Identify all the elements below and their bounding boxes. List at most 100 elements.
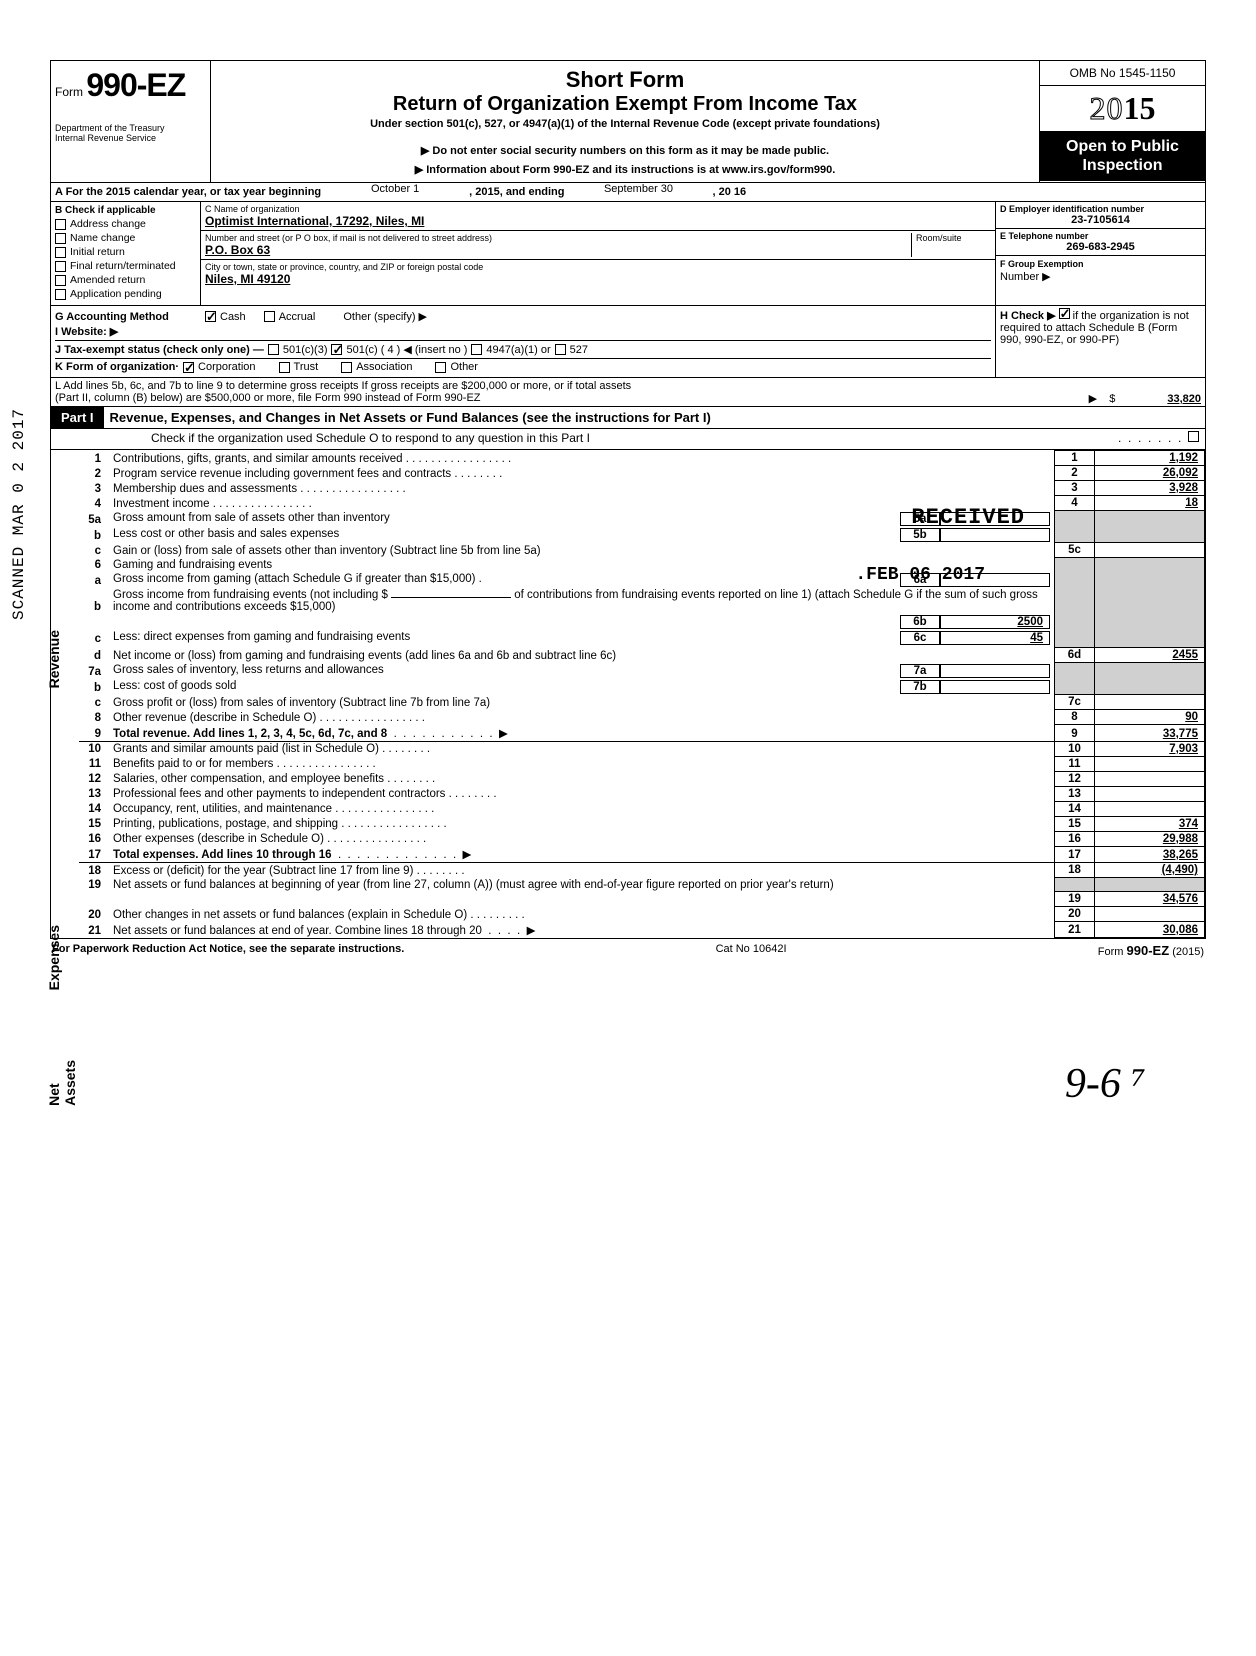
lbl-assoc: Association <box>356 361 412 373</box>
chk-accrual[interactable] <box>264 311 275 322</box>
line-13: 13Professional fees and other payments t… <box>79 786 1205 801</box>
omb-number: OMB No 1545-1150 <box>1040 61 1205 86</box>
l-amount: 33,820 <box>1167 393 1201 405</box>
chk-lbl: Address change <box>70 218 146 230</box>
line-7b: bLess: cost of goods sold7b <box>79 679 1205 695</box>
chk-lbl: Initial return <box>70 246 125 258</box>
date-stamp: .FEB 06 2017 <box>855 565 985 585</box>
line-6: 6Gaming and fundraising events <box>79 558 1205 572</box>
info-grid: B Check if applicable Address change Nam… <box>51 202 1205 306</box>
chk-other-org[interactable] <box>435 362 446 373</box>
chk-address[interactable]: Address change <box>55 218 196 230</box>
a-year: , 20 16 <box>709 183 751 201</box>
chk-lbl: Name change <box>70 232 135 244</box>
form-header: Form 990-EZ Department of the Treasury I… <box>51 61 1205 183</box>
title-return: Return of Organization Exempt From Incom… <box>219 93 1031 116</box>
phone: 269-683-2945 <box>1000 241 1201 253</box>
line-11: 11Benefits paid to or for members11 <box>79 756 1205 771</box>
handwritten-note: 9-6 ⁷ <box>1065 1060 1146 1108</box>
chk-name[interactable]: Name change <box>55 232 196 244</box>
chk-assoc[interactable] <box>341 362 352 373</box>
row-l: L Add lines 5b, 6c, and 7b to line 9 to … <box>51 378 1205 407</box>
chk-cash[interactable] <box>205 311 216 322</box>
k-label: K Form of organization· <box>55 361 179 373</box>
part1-sub-text: Check if the organization used Schedule … <box>151 431 590 445</box>
a-mid: , 2015, and ending <box>465 183 568 201</box>
scanned-stamp: SCANNED MAR 0 2 2017 <box>10 408 28 620</box>
ein: 23-7105614 <box>1000 214 1201 226</box>
line-7c: cGross profit or (loss) from sales of in… <box>79 695 1205 710</box>
chk-initial[interactable]: Initial return <box>55 246 196 258</box>
i-label: I Website: ▶ <box>55 325 118 338</box>
chk-h[interactable] <box>1059 308 1070 319</box>
e-label: E Telephone number <box>1000 231 1201 241</box>
line-20: 20Other changes in net assets or fund ba… <box>79 907 1205 922</box>
part1-tag: Part I <box>51 407 104 428</box>
ssn-note: ▶ Do not enter social security numbers o… <box>219 144 1031 157</box>
lbl-4947: 4947(a)(1) or <box>486 344 550 356</box>
part1-sub: Check if the organization used Schedule … <box>51 429 1205 450</box>
section-netassets: Net Assets <box>46 1060 78 1106</box>
line-6d: dNet income or (loss) from gaming and fu… <box>79 648 1205 663</box>
line-5b: bLess cost or other basis and sales expe… <box>79 527 1205 543</box>
line-8: 8Other revenue (describe in Schedule O) … <box>79 710 1205 725</box>
part1-title: Revenue, Expenses, and Changes in Net As… <box>104 407 717 428</box>
form-number: Form 990-EZ <box>55 67 206 104</box>
chk-lbl: Final return/terminated <box>70 260 176 272</box>
form-990ez: SCANNED MAR 0 2 2017 Form 990-EZ Departm… <box>50 60 1206 958</box>
org-city: Niles, MI 49120 <box>205 272 991 286</box>
a-begin: October 1 <box>325 183 465 201</box>
line-6b-val: 6b2500 <box>79 614 1205 630</box>
form-num: 990-EZ <box>86 67 185 103</box>
row-j: J Tax-exempt status (check only one) — 5… <box>55 340 991 356</box>
row-g: G Accounting Method Cash Accrual Other (… <box>55 310 991 323</box>
lbl-accrual: Accrual <box>279 311 316 323</box>
chk-pending[interactable]: Application pending <box>55 288 196 300</box>
lbl-corp: Corporation <box>198 361 255 373</box>
year-bold: 15 <box>1124 90 1156 126</box>
line-18: 18Excess or (deficit) for the year (Subt… <box>79 863 1205 878</box>
chk-lbl: Amended return <box>70 274 145 286</box>
chk-4947[interactable] <box>471 344 482 355</box>
row-a: A For the 2015 calendar year, or tax yea… <box>51 183 1205 202</box>
line-5a: 5aGross amount from sale of assets other… <box>79 511 1205 527</box>
line-7a: 7aGross sales of inventory, less returns… <box>79 663 1205 679</box>
addr-label: Number and street (or P O box, if mail i… <box>205 233 911 243</box>
dept-label: Department of the Treasury Internal Reve… <box>55 124 206 144</box>
subtitle: Under section 501(c), 527, or 4947(a)(1)… <box>219 118 1031 130</box>
line-15: 15Printing, publications, postage, and s… <box>79 816 1205 831</box>
chk-final[interactable]: Final return/terminated <box>55 260 196 272</box>
lbl-other: Other (specify) ▶ <box>343 310 427 323</box>
org-name: Optimist International, 17292, Niles, MI <box>205 214 991 228</box>
row-k: K Form of organization· Corporation Trus… <box>55 358 991 373</box>
footer-left: For Paperwork Reduction Act Notice, see … <box>52 943 404 958</box>
f-label2: Number ▶ <box>1000 271 1051 283</box>
chk-corp[interactable] <box>183 362 194 373</box>
line-6c: cLess: direct expenses from gaming and f… <box>79 630 1205 646</box>
lines-table: 1Contributions, gifts, grants, and simil… <box>79 450 1205 938</box>
chk-501c[interactable] <box>331 344 342 355</box>
line-1: 1Contributions, gifts, grants, and simil… <box>79 451 1205 466</box>
line-9: 9Total revenue. Add lines 1, 2, 3, 4, 5c… <box>79 725 1205 742</box>
chk-trust[interactable] <box>279 362 290 373</box>
line-17: 17Total expenses. Add lines 10 through 1… <box>79 846 1205 863</box>
c-label: C Name of organization <box>205 204 991 214</box>
city-label: City or town, state or province, country… <box>205 262 991 272</box>
line-6b: bGross income from fundraising events (n… <box>79 588 1205 614</box>
footer-right: Form 990-EZ (2015) <box>1098 943 1204 958</box>
footer-mid: Cat No 10642I <box>716 943 787 958</box>
lbl-other-org: Other <box>450 361 478 373</box>
title-short-form: Short Form <box>219 67 1031 93</box>
line-12: 12Salaries, other compensation, and empl… <box>79 771 1205 786</box>
chk-part1-o[interactable] <box>1188 431 1199 442</box>
section-expenses: Expenses <box>46 925 62 990</box>
org-address: P.O. Box 63 <box>205 243 911 257</box>
chk-501c3[interactable] <box>268 344 279 355</box>
line-4: 4Investment income418 <box>79 496 1205 511</box>
open-inspection: Open to Public Inspection <box>1040 131 1205 181</box>
chk-lbl: Application pending <box>70 288 162 300</box>
chk-amended[interactable]: Amended return <box>55 274 196 286</box>
line-21: 21Net assets or fund balances at end of … <box>79 922 1205 938</box>
info-note: ▶ Information about Form 990-EZ and its … <box>219 163 1031 176</box>
chk-527[interactable] <box>555 344 566 355</box>
